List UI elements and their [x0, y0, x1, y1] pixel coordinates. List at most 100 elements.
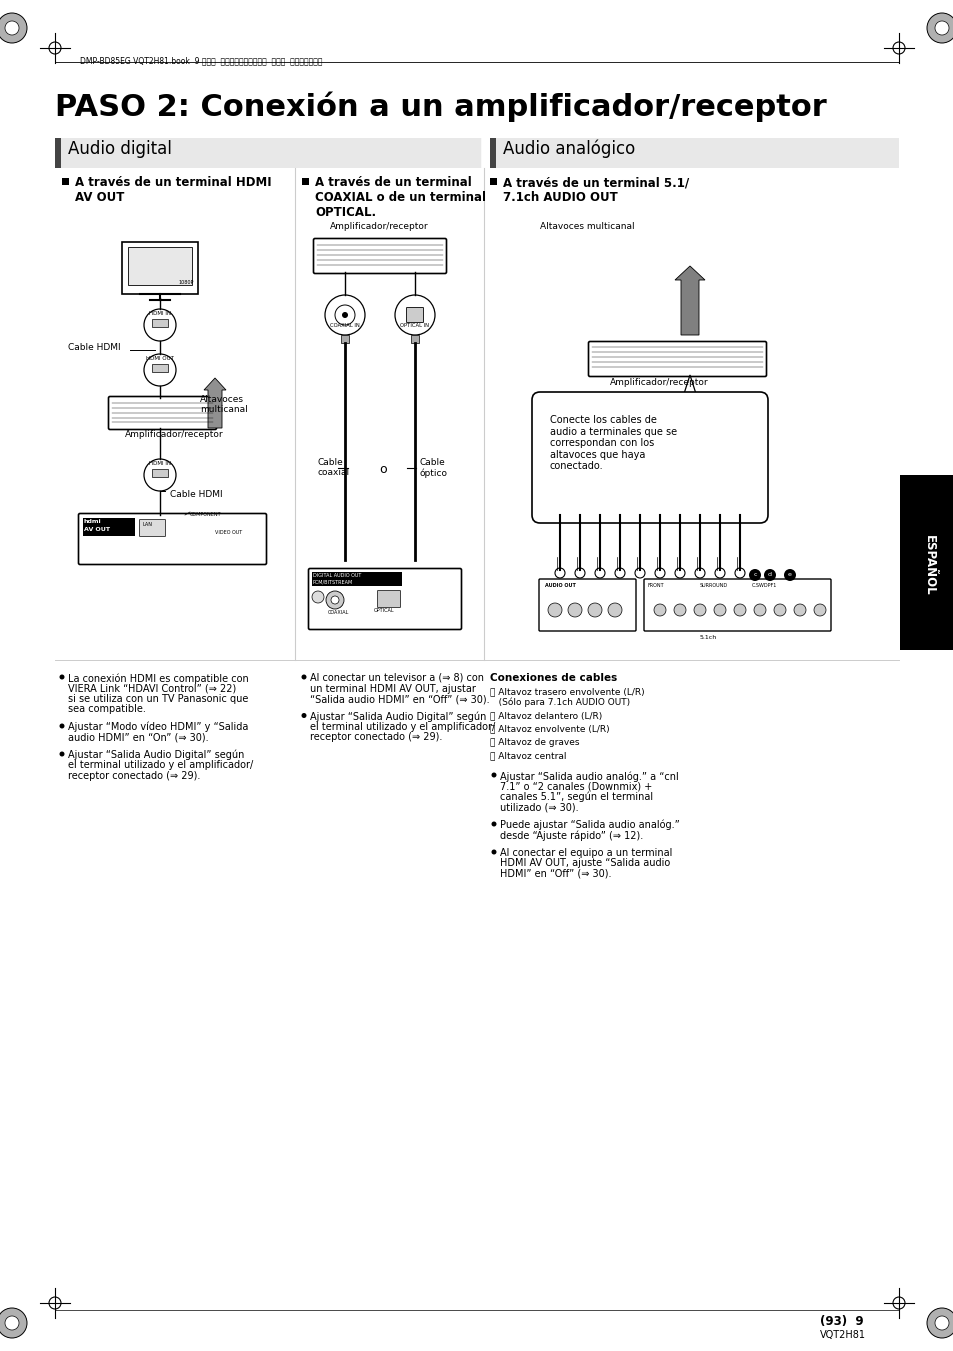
Text: Conecte los cables de
audio a terminales que se
correspondan con los
altavoces q: Conecte los cables de audio a terminales… — [550, 415, 677, 471]
Circle shape — [655, 567, 664, 578]
Text: canales 5.1”, según el terminal: canales 5.1”, según el terminal — [499, 792, 653, 802]
Text: Al conectar el equipo a un terminal: Al conectar el equipo a un terminal — [499, 848, 672, 858]
FancyBboxPatch shape — [532, 392, 767, 523]
Polygon shape — [681, 376, 698, 400]
Bar — [411, 335, 418, 343]
Circle shape — [335, 305, 355, 326]
Bar — [152, 319, 168, 327]
Text: Audio digital: Audio digital — [68, 141, 172, 158]
Text: COMPONENT: COMPONENT — [190, 512, 221, 517]
Text: Ajustar “Modo vídeo HDMI” y “Salida: Ajustar “Modo vídeo HDMI” y “Salida — [68, 721, 248, 732]
Circle shape — [673, 604, 685, 616]
Bar — [55, 138, 483, 168]
Circle shape — [753, 604, 765, 616]
Circle shape — [693, 604, 705, 616]
Bar — [899, 476, 953, 650]
Text: e: e — [787, 573, 791, 577]
Circle shape — [926, 14, 953, 43]
FancyBboxPatch shape — [643, 580, 830, 631]
Text: Amplificador/receptor: Amplificador/receptor — [330, 222, 428, 231]
Text: FRONT: FRONT — [647, 584, 664, 588]
Circle shape — [773, 604, 785, 616]
Circle shape — [491, 773, 496, 777]
Bar — [490, 138, 496, 168]
Text: Ⓔ Altavoz central: Ⓔ Altavoz central — [490, 751, 566, 761]
Text: Ajustar “Salida audio analóg.” a “cnl: Ajustar “Salida audio analóg.” a “cnl — [499, 771, 678, 781]
Bar — [83, 517, 135, 536]
Text: Altavoces multicanal: Altavoces multicanal — [539, 222, 634, 231]
Text: “Salida audio HDMI” en “Off” (⇒ 30).: “Salida audio HDMI” en “Off” (⇒ 30). — [310, 694, 489, 704]
FancyBboxPatch shape — [139, 520, 165, 536]
Bar — [128, 247, 192, 285]
Text: OPTICAL.: OPTICAL. — [314, 205, 375, 219]
Circle shape — [695, 567, 704, 578]
Circle shape — [59, 724, 65, 728]
Text: 1080P: 1080P — [178, 280, 193, 285]
Circle shape — [713, 604, 725, 616]
Text: 5.1ch: 5.1ch — [700, 635, 717, 640]
Text: C.SWDPF1: C.SWDPF1 — [751, 584, 777, 588]
Circle shape — [491, 850, 496, 854]
Text: OPTICAL: OPTICAL — [374, 608, 395, 613]
Text: audio HDMI” en “On” (⇒ 30).: audio HDMI” en “On” (⇒ 30). — [68, 732, 209, 743]
Text: PASO 2: Conexión a un amplificador/receptor: PASO 2: Conexión a un amplificador/recep… — [55, 92, 826, 123]
Text: receptor conectado (⇒ 29).: receptor conectado (⇒ 29). — [68, 771, 200, 781]
FancyBboxPatch shape — [314, 239, 446, 273]
Circle shape — [325, 295, 365, 335]
Text: Ⓓ Altavoz de graves: Ⓓ Altavoz de graves — [490, 738, 578, 747]
FancyBboxPatch shape — [109, 396, 216, 430]
Text: Ajustar “Salida Audio Digital” según: Ajustar “Salida Audio Digital” según — [310, 712, 486, 721]
Text: Ⓑ Altavoz delantero (L/R): Ⓑ Altavoz delantero (L/R) — [490, 711, 601, 720]
Circle shape — [748, 569, 760, 581]
FancyBboxPatch shape — [122, 242, 198, 295]
Text: (Sólo para 7.1ch AUDIO OUT): (Sólo para 7.1ch AUDIO OUT) — [490, 697, 630, 707]
Circle shape — [783, 569, 795, 581]
Text: AUDIO OUT: AUDIO OUT — [544, 584, 576, 588]
Circle shape — [607, 603, 621, 617]
Text: VQT2H81: VQT2H81 — [820, 1329, 865, 1340]
Circle shape — [59, 751, 65, 757]
Text: 7.1” o “2 canales (Downmix) +: 7.1” o “2 canales (Downmix) + — [499, 781, 652, 792]
Circle shape — [615, 567, 624, 578]
FancyBboxPatch shape — [538, 580, 636, 631]
Text: c: c — [753, 573, 756, 577]
Circle shape — [793, 604, 805, 616]
Bar — [152, 469, 168, 477]
Circle shape — [555, 567, 564, 578]
Text: utilizado (⇒ 30).: utilizado (⇒ 30). — [499, 802, 578, 812]
Text: AV OUT: AV OUT — [84, 527, 110, 532]
Circle shape — [734, 567, 744, 578]
Circle shape — [491, 821, 496, 827]
Circle shape — [714, 567, 724, 578]
Text: SURROUND: SURROUND — [700, 584, 727, 588]
Circle shape — [547, 603, 561, 617]
Text: AV OUT: AV OUT — [75, 190, 124, 204]
Text: Cable HDMI: Cable HDMI — [68, 343, 120, 353]
Text: Al conectar un televisor a (⇒ 8) con: Al conectar un televisor a (⇒ 8) con — [310, 673, 483, 684]
Text: Puede ajustar “Salida audio analóg.”: Puede ajustar “Salida audio analóg.” — [499, 820, 679, 831]
Bar — [340, 335, 349, 343]
Bar — [55, 138, 61, 168]
FancyBboxPatch shape — [588, 342, 765, 377]
Text: si se utiliza con un TV Panasonic que: si se utiliza con un TV Panasonic que — [68, 694, 248, 704]
Text: hdmi: hdmi — [84, 519, 102, 524]
Circle shape — [5, 22, 19, 35]
Text: HDMI IN: HDMI IN — [149, 461, 171, 466]
Circle shape — [0, 1308, 27, 1337]
Circle shape — [301, 674, 306, 680]
Text: Amplificador/receptor: Amplificador/receptor — [609, 378, 708, 386]
Circle shape — [331, 596, 338, 604]
Circle shape — [926, 1308, 953, 1337]
FancyArrow shape — [675, 266, 704, 335]
Text: HDMI IN: HDMI IN — [149, 311, 171, 316]
Circle shape — [144, 354, 175, 386]
Circle shape — [59, 674, 65, 680]
Text: d: d — [767, 573, 771, 577]
Text: PCM/BITSTREAM: PCM/BITSTREAM — [313, 580, 353, 585]
Bar — [490, 138, 898, 168]
Text: HDMI” en “Off” (⇒ 30).: HDMI” en “Off” (⇒ 30). — [499, 869, 611, 880]
Bar — [490, 178, 497, 185]
Text: A través de un terminal 5.1/: A través de un terminal 5.1/ — [502, 176, 688, 189]
Text: Cable
coaxial: Cable coaxial — [317, 458, 350, 477]
Circle shape — [0, 14, 27, 43]
